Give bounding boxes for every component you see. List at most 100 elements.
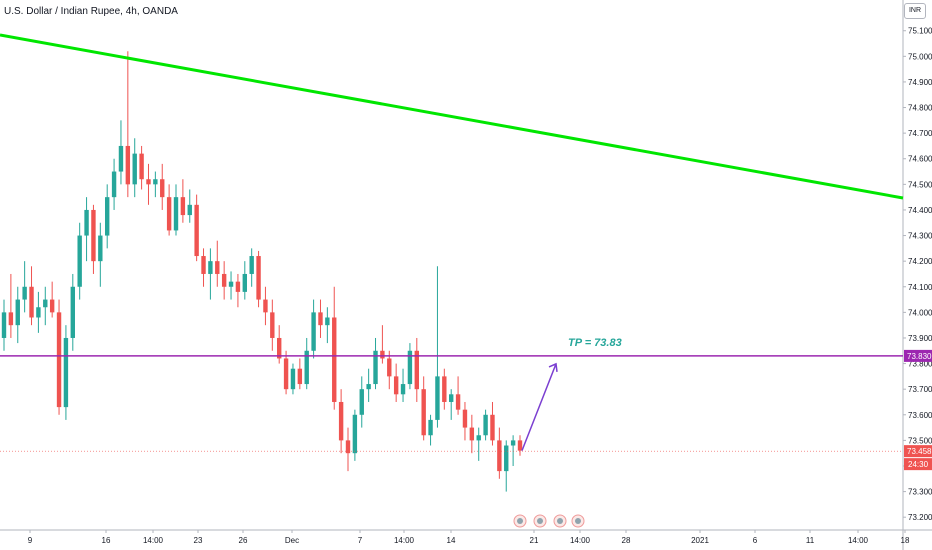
candle-body xyxy=(166,197,172,231)
price-tick-label: 73.300 xyxy=(908,488,932,497)
time-tick-label: 14:00 xyxy=(570,536,591,545)
candle-body xyxy=(380,350,385,359)
candle-body xyxy=(49,299,55,313)
time-tick-label: 26 xyxy=(239,536,248,545)
candle-body xyxy=(490,414,495,441)
candle-body xyxy=(373,350,378,385)
candle-body xyxy=(146,179,151,185)
candle-body xyxy=(8,312,14,326)
last-price-label: 73.458 24:30 xyxy=(904,445,932,471)
candle-body xyxy=(139,153,144,180)
candle-body xyxy=(160,179,165,198)
time-tick-label: 23 xyxy=(194,536,203,545)
candle-body xyxy=(483,414,488,436)
time-tick-label: 11 xyxy=(806,536,815,545)
candle-body xyxy=(118,145,124,172)
price-tick-label: 73.600 xyxy=(908,411,932,420)
price-tick-label: 74.500 xyxy=(908,180,932,189)
price-tick-label: 73.200 xyxy=(908,513,932,522)
price-tick-label: 74.400 xyxy=(908,206,932,215)
tp-annotation[interactable]: TP = 73.83 xyxy=(568,337,622,349)
candle-body xyxy=(414,350,419,390)
candle-body xyxy=(318,312,323,326)
time-tick-label: 2021 xyxy=(691,536,709,545)
time-tick-label: 14:00 xyxy=(848,536,869,545)
candle-body xyxy=(497,440,502,472)
candle-body xyxy=(194,204,199,257)
candle-body xyxy=(297,368,303,385)
candle-body xyxy=(449,394,454,402)
candle-body xyxy=(187,204,192,216)
candle-body xyxy=(517,440,523,451)
candle-body xyxy=(352,414,358,454)
candle-body xyxy=(345,440,351,454)
event-flag-dot xyxy=(575,518,581,524)
svg-text:73.458: 73.458 xyxy=(907,447,932,456)
time-tick-label: 14 xyxy=(447,536,456,545)
candle-body xyxy=(77,235,82,287)
projection-arrow[interactable] xyxy=(521,362,558,451)
price-tick-label: 74.900 xyxy=(908,78,932,87)
time-tick-label: 7 xyxy=(358,536,363,545)
candle-body xyxy=(249,256,254,274)
candle-body xyxy=(387,358,392,377)
candle-body xyxy=(277,337,282,359)
candle-body xyxy=(180,197,186,216)
time-tick-label: Dec xyxy=(285,536,299,545)
candle-body xyxy=(359,389,364,415)
candle-body xyxy=(270,312,275,338)
candle-body xyxy=(15,299,20,326)
candle-body xyxy=(105,197,110,236)
candle-body xyxy=(504,445,509,472)
candle-body xyxy=(311,312,316,351)
candle-body xyxy=(173,197,179,231)
price-tick-label: 74.300 xyxy=(908,232,932,241)
candle-body xyxy=(208,261,213,274)
candle-body xyxy=(91,209,96,262)
candle-body xyxy=(263,299,268,313)
currency-badge[interactable]: INR xyxy=(904,3,926,19)
candle-body xyxy=(63,337,69,408)
candle-body xyxy=(455,394,461,410)
candle-body xyxy=(22,286,27,300)
candle-body xyxy=(462,409,468,428)
candle-body xyxy=(428,419,433,436)
time-tick-label: 21 xyxy=(530,536,539,545)
time-tick-label: 14:00 xyxy=(394,536,415,545)
candle-body xyxy=(338,401,344,441)
time-tick-label: 14:00 xyxy=(143,536,164,545)
event-flag-dot xyxy=(557,518,563,524)
candle-body xyxy=(407,350,413,385)
candle-body xyxy=(43,299,48,308)
candle-body xyxy=(84,209,89,236)
candle-body xyxy=(256,256,261,300)
candle-body xyxy=(221,273,227,287)
candle-body xyxy=(56,312,62,408)
candle-body xyxy=(290,368,296,390)
target-price-label: 73.830 xyxy=(904,349,932,362)
price-tick-label: 73.800 xyxy=(908,360,932,369)
candle-body xyxy=(228,281,234,287)
price-tick-label: 73.500 xyxy=(908,436,932,445)
price-tick-label: 74.100 xyxy=(908,283,932,292)
candle-body xyxy=(393,376,399,395)
price-tick-label: 74.200 xyxy=(908,257,932,266)
time-tick-label: 16 xyxy=(102,536,111,545)
candle-body xyxy=(215,261,220,274)
trendline[interactable] xyxy=(0,33,904,200)
time-tick-label: 28 xyxy=(622,536,631,545)
candle-body xyxy=(98,235,103,262)
candle-body xyxy=(325,317,330,326)
event-flag-dot xyxy=(537,518,543,524)
time-axis[interactable]: 9 16 14:00 23 26 Dec 7 14:00 14 21 14:00 28 2021 6 11 1… xyxy=(28,530,910,545)
candle-body xyxy=(442,376,447,402)
candle-body xyxy=(469,427,475,441)
candle-body xyxy=(510,440,516,446)
event-markers[interactable] xyxy=(513,514,585,528)
candle-body xyxy=(29,286,34,318)
price-tick-label: 73.700 xyxy=(908,385,932,394)
svg-text:24:30: 24:30 xyxy=(908,460,929,469)
candles xyxy=(1,51,523,492)
